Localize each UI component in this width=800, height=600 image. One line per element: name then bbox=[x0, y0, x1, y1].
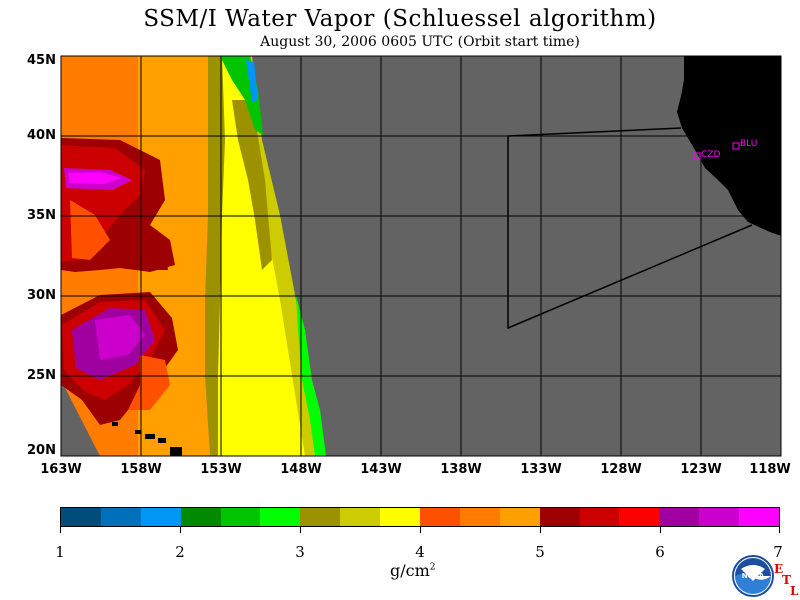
dark-red-streak bbox=[150, 240, 168, 270]
orange-core-north bbox=[70, 200, 110, 260]
bright-magenta-core-north bbox=[68, 172, 122, 184]
lat-label-40n: 40N bbox=[27, 128, 56, 143]
colorbar-segment-8 bbox=[340, 508, 381, 526]
station-czd-marker bbox=[693, 152, 701, 160]
swath-blue-edge bbox=[246, 60, 258, 102]
lat-label-45n: 45N bbox=[27, 53, 56, 68]
lat-label-30n: 30N bbox=[27, 288, 56, 303]
map-title: SSM/I Water Vapor (Schluessel algorithm) bbox=[143, 6, 657, 32]
colorbar-segment-17 bbox=[699, 508, 740, 526]
magenta-core-south bbox=[95, 315, 145, 360]
units-exponent: 2 bbox=[429, 562, 436, 573]
colorbar-segment-18 bbox=[739, 508, 780, 526]
colorbar-label-1: 1 bbox=[55, 543, 65, 561]
lon-label-138w: 138W bbox=[440, 462, 482, 477]
colorbar-segment-4 bbox=[180, 508, 221, 526]
colorbar-segment-13 bbox=[539, 508, 580, 526]
station-blu-marker bbox=[732, 142, 740, 150]
noaa-logo: NOAA bbox=[732, 555, 774, 597]
lon-label-118w: 118W bbox=[749, 462, 791, 477]
color-bar bbox=[60, 507, 780, 527]
colorbar-segment-2 bbox=[100, 508, 141, 526]
lon-label-123w: 123W bbox=[680, 462, 722, 477]
land-mass bbox=[677, 56, 781, 236]
colorbar-segment-7 bbox=[300, 508, 341, 526]
colorbar-label-7: 7 bbox=[773, 543, 783, 561]
colorbar-segment-10 bbox=[420, 508, 460, 526]
colorbar-segment-6 bbox=[260, 508, 301, 526]
domain-outline bbox=[507, 127, 753, 330]
colorbar-segment-11 bbox=[459, 508, 500, 526]
colorbar-tick-2 bbox=[180, 527, 181, 533]
colorbar-segment-3 bbox=[140, 508, 181, 526]
colorbar-segment-5 bbox=[220, 508, 261, 526]
colorbar-tick-3 bbox=[300, 527, 301, 533]
colorbar-tick-1 bbox=[60, 527, 61, 533]
units-base: g/cm bbox=[390, 561, 430, 580]
etl-letter-l: L bbox=[790, 584, 799, 598]
colorbar-segment-14 bbox=[579, 508, 620, 526]
colorbar-segment-15 bbox=[619, 508, 660, 526]
colorbar-tick-4 bbox=[420, 527, 421, 533]
lat-label-35n: 35N bbox=[27, 208, 56, 223]
lon-label-158w: 158W bbox=[120, 462, 162, 477]
lon-label-148w: 148W bbox=[280, 462, 322, 477]
lat-label-25n: 25N bbox=[27, 368, 56, 383]
swath-olive-band bbox=[205, 56, 232, 456]
colorbar-tick-7 bbox=[779, 527, 780, 533]
lon-label-128w: 128W bbox=[600, 462, 642, 477]
colorbar-label-4: 4 bbox=[415, 543, 425, 561]
units-label: g/cm2 bbox=[390, 561, 436, 580]
map-border bbox=[60, 55, 782, 457]
etl-letter-e: E bbox=[774, 562, 784, 576]
colorbar-label-6: 6 bbox=[655, 543, 665, 561]
colorbar-segment-12 bbox=[499, 508, 540, 526]
lon-label-133w: 133W bbox=[520, 462, 562, 477]
orange-core-south bbox=[128, 355, 170, 410]
lat-lon-grid bbox=[61, 56, 781, 456]
etl-letter-t: T bbox=[782, 573, 791, 587]
colorbar-label-3: 3 bbox=[295, 543, 305, 561]
map-subtitle: August 30, 2006 0605 UTC (Orbit start ti… bbox=[260, 34, 580, 50]
station-blu-label: BLU bbox=[740, 139, 757, 149]
swath-dark-olive-band bbox=[232, 100, 272, 270]
colorbar-segment-9 bbox=[380, 508, 421, 526]
colorbar-segment-16 bbox=[659, 508, 700, 526]
colorbar-segment-1 bbox=[61, 508, 101, 526]
colorbar-tick-6 bbox=[660, 527, 661, 533]
colorbar-tick-5 bbox=[540, 527, 541, 533]
station-czd-label: CZD bbox=[701, 150, 720, 160]
noaa-logo-text: NOAA bbox=[742, 572, 765, 580]
lat-label-20n: 20N bbox=[27, 443, 56, 458]
lon-label-143w: 143W bbox=[360, 462, 402, 477]
colorbar-label-2: 2 bbox=[175, 543, 185, 561]
lon-label-163w: 163W bbox=[40, 462, 82, 477]
lon-label-153w: 153W bbox=[200, 462, 242, 477]
hawaii-islands bbox=[112, 422, 182, 456]
colorbar-label-5: 5 bbox=[535, 543, 545, 561]
